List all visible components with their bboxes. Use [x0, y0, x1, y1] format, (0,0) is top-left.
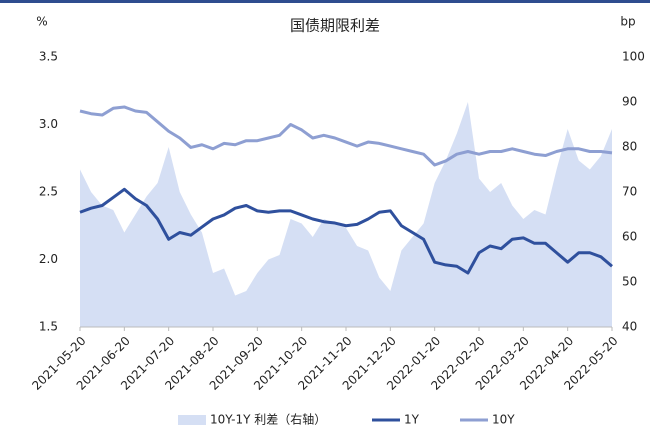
line [79, 187, 613, 275]
y-tick-label: 2.0 [39, 252, 58, 266]
y2-tick-label: 80 [622, 140, 637, 154]
y2-tick-label: 40 [622, 320, 637, 334]
y2-tick-label: 70 [622, 185, 637, 199]
area [80, 102, 612, 327]
y2-tick-label: 60 [622, 230, 637, 244]
legend-label: 1Y [404, 413, 420, 427]
y2-tick-label: 50 [622, 275, 637, 289]
y-tick-label: 3.5 [39, 50, 58, 64]
y2-tick-label: 90 [622, 95, 637, 109]
legend-label: 10Y [492, 413, 515, 427]
y-axis-label: % [36, 15, 47, 29]
y2-tick-label: 100 [622, 50, 645, 64]
line [79, 105, 613, 167]
legend-label: 10Y-1Y 利差（右轴） [210, 412, 326, 427]
top-border [0, 0, 650, 3]
y-tick-label: 3.0 [39, 117, 58, 131]
legend-swatch [178, 415, 206, 425]
chart-title: 国债期限利差 [290, 17, 380, 35]
y-tick-label: 2.5 [39, 185, 58, 199]
y2-axis-label: bp [620, 15, 635, 29]
y-tick-label: 1.5 [39, 320, 58, 334]
